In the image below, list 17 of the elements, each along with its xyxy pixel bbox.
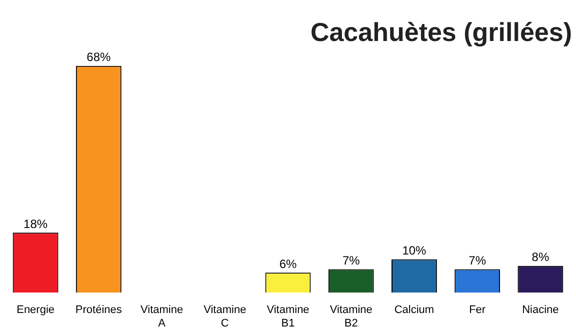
data-label: 7% xyxy=(468,254,486,268)
x-tick-label: Vitamine A xyxy=(140,304,184,330)
x-tick-label: Fer xyxy=(469,304,486,316)
data-label: 18% xyxy=(24,216,48,231)
x-tick-label: Vitamine C xyxy=(204,304,246,330)
data-label: 7% xyxy=(342,254,360,268)
data-label: 6% xyxy=(279,256,297,271)
data-label: 68% xyxy=(86,50,111,64)
chart-title: Cacahuètes (grillées) xyxy=(310,16,572,47)
x-tick-label: Energie xyxy=(16,304,55,316)
x-tick-label: Vitamine B1 xyxy=(266,304,310,330)
data-label: 8% xyxy=(532,250,550,264)
x-tick-label: Niacine xyxy=(522,304,559,316)
x-tick-label: Vitamine B2 xyxy=(330,304,372,330)
data-label: 10% xyxy=(402,244,427,258)
x-tick-label: Calcium xyxy=(394,304,434,316)
x-tick-label: Protéines xyxy=(75,304,122,316)
